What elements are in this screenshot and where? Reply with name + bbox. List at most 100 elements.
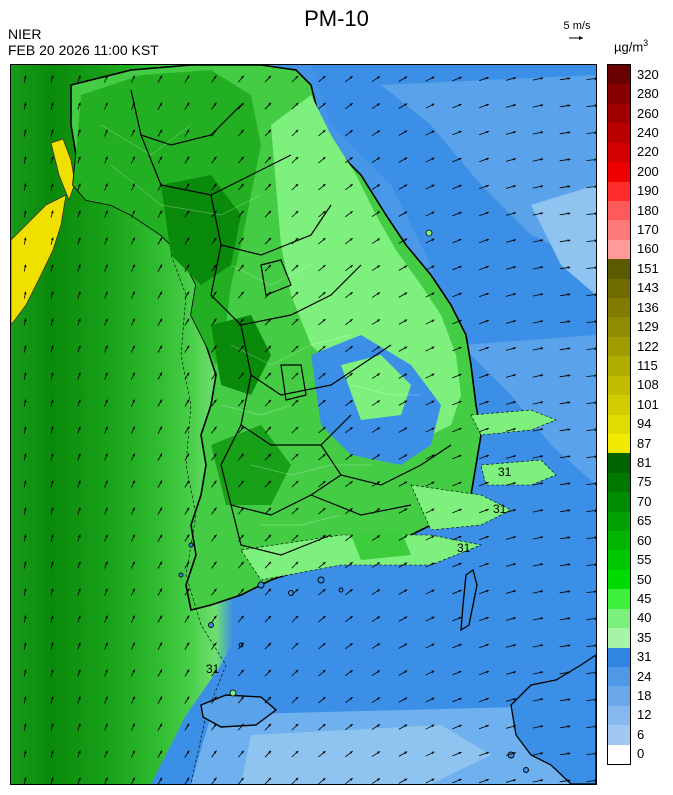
legend-label: 87 — [637, 435, 652, 451]
wind-arrow-head — [431, 670, 435, 674]
wind-arrow-head — [23, 264, 27, 268]
wind-arrow-head — [23, 561, 27, 565]
wind-arrow-head — [349, 535, 353, 538]
wind-arrow-head — [458, 319, 462, 323]
wind-arrow-head — [23, 291, 27, 295]
wind-arrow-head — [567, 725, 571, 728]
pm10-map[interactable]: 31 31 31 31 — [10, 64, 597, 785]
legend-swatch — [608, 220, 630, 241]
wind-arrow-head — [213, 264, 217, 268]
wind-arrow-head — [105, 237, 108, 241]
wind-arrow-head — [51, 750, 54, 754]
wind-arrow-head — [458, 103, 462, 107]
wind-arrow-head — [186, 588, 190, 592]
wind-arrow-head — [241, 264, 244, 268]
wind-arrow-head — [540, 158, 544, 161]
wind-arrow-head — [132, 264, 135, 268]
wind-arrow-head — [241, 372, 244, 376]
wind-arrow-head — [213, 480, 217, 484]
wind-arrow-head — [349, 130, 353, 133]
wind-arrow-head — [377, 751, 380, 754]
legend-swatch — [608, 511, 630, 532]
wind-arrow-head — [105, 588, 108, 592]
wind-arrow-head — [567, 698, 571, 701]
wind-arrow-head — [540, 779, 544, 782]
wind-arrow-head — [268, 183, 271, 187]
wind-arrow-head — [23, 696, 27, 700]
wind-arrow-head — [594, 428, 596, 431]
wind-arrow-head — [132, 345, 135, 349]
wind-arrow-head — [241, 156, 244, 160]
wind-arrow-head — [186, 345, 190, 349]
wind-arrow-head — [404, 292, 408, 296]
wind-arrow-head — [213, 534, 217, 538]
legend-label: 60 — [637, 532, 652, 548]
legend-swatch — [608, 744, 630, 765]
wind-arrow-head — [213, 588, 217, 592]
wind-arrow-head — [132, 372, 135, 376]
legend-swatch — [608, 666, 630, 687]
wind-arrow-head — [241, 534, 244, 538]
wind-arrow-head — [51, 345, 54, 349]
wind-arrow-head — [23, 480, 27, 484]
wind-arrow-head — [241, 345, 244, 349]
legend-swatch — [608, 433, 630, 454]
legend-label: 190 — [637, 183, 659, 199]
wind-arrow-head — [241, 75, 244, 79]
legend-label: 200 — [637, 163, 659, 179]
wind-arrow-head — [268, 561, 271, 565]
wind-arrow-head — [51, 561, 54, 565]
wind-arrow-head — [485, 725, 489, 728]
wind-arrow-head — [513, 644, 516, 647]
wind-arrow-head — [404, 643, 408, 647]
wind-arrow-head — [51, 291, 54, 295]
wind-arrow-head — [322, 265, 326, 268]
wind-arrow-head — [295, 183, 299, 187]
wind-arrow-head — [268, 102, 271, 106]
wind-arrow-head — [105, 507, 108, 511]
wind-arrow-head — [105, 399, 108, 403]
wind-arrow-head — [567, 671, 571, 674]
contour-label-1: 31 — [206, 662, 220, 676]
wind-arrow-head — [458, 589, 462, 593]
wind-arrow-head — [594, 293, 596, 296]
legend-label: 260 — [637, 105, 659, 121]
legend-label: 220 — [637, 144, 659, 160]
wind-arrow-head — [431, 508, 435, 512]
wind-arrow-head — [404, 589, 408, 593]
wind-arrow-head — [23, 345, 27, 349]
county-boundaries — [100, 124, 421, 526]
wind-arrow-head — [377, 481, 380, 484]
wind-arrow-head — [349, 724, 353, 727]
legend-label: 24 — [637, 668, 652, 684]
wind-arrow-head — [485, 347, 489, 350]
wind-arrow-head — [159, 237, 162, 241]
wind-arrow-head — [485, 320, 489, 323]
color-legend — [607, 64, 631, 765]
wind-arrow-head — [485, 536, 489, 539]
wind-arrow-head — [186, 480, 190, 484]
legend-label: 70 — [637, 493, 652, 509]
wind-arrow-head — [322, 346, 326, 349]
wind-arrow-head — [431, 481, 435, 485]
wind-arrow-head — [241, 615, 244, 619]
legend-swatch — [608, 142, 630, 163]
wind-arrow-head — [132, 399, 135, 403]
wind-arrow-head — [295, 237, 299, 241]
legend-swatch — [608, 84, 630, 105]
wind-arrow-head — [295, 696, 299, 700]
wind-arrow-head — [322, 508, 326, 511]
wind-arrow-head — [159, 507, 162, 511]
wind-arrow-head — [594, 509, 596, 512]
wind-arrow-head — [485, 482, 489, 485]
wind-arrow-head — [349, 454, 353, 457]
wind-arrow-head — [458, 76, 462, 80]
wind-arrow-head — [349, 508, 353, 511]
wind-arrow-head — [431, 130, 435, 134]
wind-arrow-head — [458, 400, 462, 404]
wind-arrow-head — [404, 778, 408, 782]
wind-arrow-head — [78, 642, 81, 646]
wind-arrow-head — [51, 669, 54, 673]
wind-arrow-head — [186, 399, 190, 403]
wind-arrow-head — [567, 77, 571, 80]
